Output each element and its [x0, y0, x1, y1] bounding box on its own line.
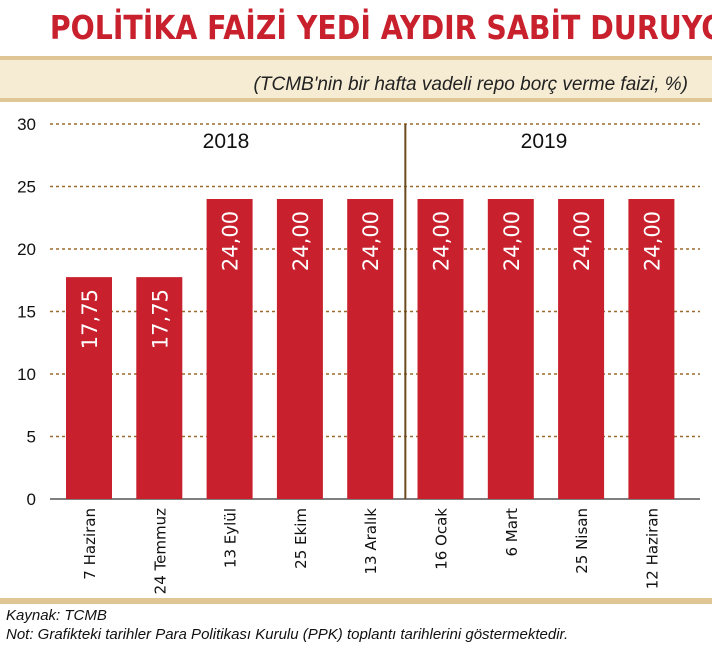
bar-chart: 0 5 10 15 20 25 30 2018 2019 17,75 7 Haziran 17,75 2…	[17, 115, 700, 594]
bar-value-label: 24,00	[640, 211, 664, 271]
bar	[276, 199, 323, 499]
footnote: Not: Grafikteki tarihler Para Politikası…	[6, 626, 569, 643]
x-category-label: 12 Haziran	[643, 508, 661, 589]
x-category-label: 13 Aralık	[362, 508, 380, 575]
bar	[136, 277, 183, 499]
y-tick-label: 25	[17, 178, 36, 197]
footer-rule	[0, 598, 712, 604]
y-tick-label: 20	[17, 240, 36, 259]
y-tick-label: 10	[17, 365, 36, 384]
bar	[206, 199, 253, 499]
source-note: Kaynak: TCMB	[6, 607, 107, 624]
year-label: 2019	[521, 130, 568, 153]
bar	[66, 277, 112, 499]
bar	[347, 199, 394, 499]
bar	[487, 199, 534, 499]
x-category-label: 16 Ocak	[433, 508, 451, 570]
x-category-label: 25 Nisan	[573, 508, 591, 574]
chart-subtitle: (TCMB'nin bir hafta vadeli repo borç ver…	[253, 74, 688, 95]
bar-value-label: 24,00	[500, 211, 524, 271]
bar-value-label: 17,75	[148, 289, 172, 349]
bar	[558, 199, 605, 499]
y-tick-label: 0	[27, 490, 36, 509]
subtitle-band	[0, 56, 712, 102]
bar	[628, 199, 675, 499]
bar-value-label: 24,00	[430, 211, 454, 271]
y-tick-label: 30	[17, 115, 36, 134]
x-category-label: 24 Temmuz	[151, 508, 169, 594]
x-category-label: 7 Haziran	[81, 508, 99, 580]
bar-value-label: 24,00	[289, 211, 313, 271]
bar-value-label: 24,00	[570, 211, 594, 271]
band-bottom-rule	[0, 98, 712, 102]
chart-title: POLİTİKA FAİZİ YEDİ AYDIR SABİT DURUYOR	[49, 8, 712, 47]
bar	[417, 199, 464, 499]
x-category-label: 6 Mart	[503, 508, 521, 557]
band-top-rule	[0, 56, 712, 60]
y-tick-label: 15	[17, 303, 36, 322]
bar-value-label: 24,00	[219, 211, 243, 271]
bar-value-label: 24,00	[359, 211, 383, 271]
x-category-label: 25 Ekim	[292, 508, 310, 569]
y-tick-label: 5	[27, 428, 36, 447]
year-label: 2018	[203, 130, 250, 153]
bar-value-label: 17,75	[78, 289, 102, 349]
x-category-label: 13 Eylül	[222, 508, 240, 568]
